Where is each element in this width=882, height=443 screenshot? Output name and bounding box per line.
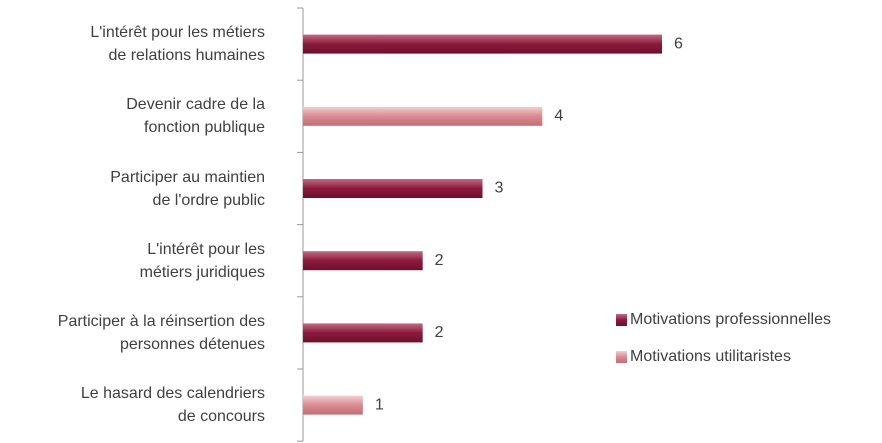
category-label: L'intérêt pour les métiers de relations …	[90, 24, 265, 65]
bar	[303, 395, 363, 415]
bar	[303, 251, 423, 271]
bar	[303, 179, 483, 198]
value-label: 3	[495, 180, 504, 197]
category-label: Devenir cadre de la fonction publique	[126, 96, 265, 137]
legend-swatch	[616, 314, 627, 326]
legend-label: Motivations professionnelles	[630, 311, 831, 328]
category-label: Participer à la réinsertion des personne…	[57, 312, 265, 353]
value-label: 1	[375, 396, 384, 413]
bar	[303, 323, 423, 343]
value-label: 2	[435, 252, 444, 269]
legend-label: Motivations utilitaristes	[630, 348, 791, 365]
category-label: Le hasard des calendriers de concours	[80, 385, 265, 426]
bar	[303, 34, 662, 54]
value-label: 4	[554, 108, 563, 125]
category-label: L'intérêt pour les métiers juridiques	[139, 240, 265, 281]
value-label: 6	[674, 35, 683, 52]
bar	[303, 106, 543, 126]
category-label: Participer au maintien de l'ordre public	[110, 168, 265, 209]
legend-swatch	[616, 351, 627, 363]
value-label: 2	[435, 324, 444, 341]
